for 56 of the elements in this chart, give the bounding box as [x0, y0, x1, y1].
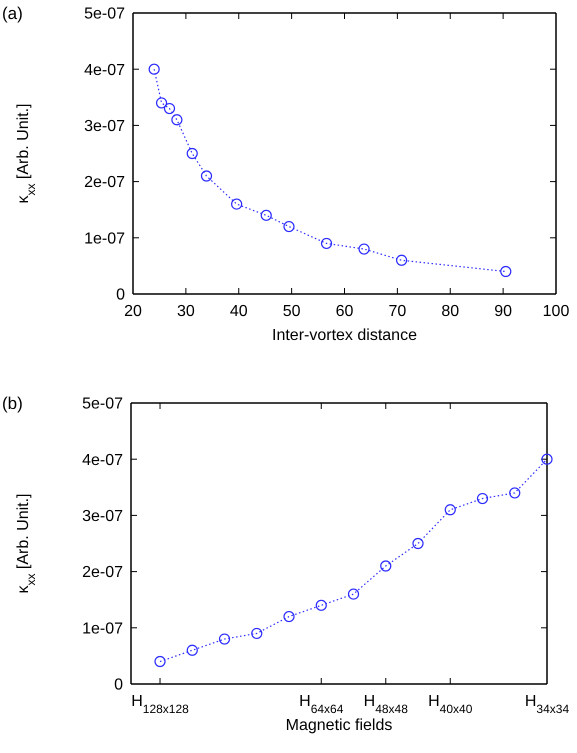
- point: [476, 492, 488, 504]
- point: [200, 170, 212, 182]
- point: [251, 628, 262, 640]
- x-tick-label: H$_{48x48}$: [364, 693, 408, 716]
- y-tick-label: 1e-07: [82, 620, 124, 638]
- point: [218, 633, 230, 645]
- point: [171, 114, 182, 126]
- x-tick-label: 40: [230, 303, 248, 320]
- x-tick-label: 20: [124, 303, 142, 320]
- y-tick-label: 2e-07: [82, 564, 124, 582]
- point: [260, 210, 272, 221]
- point: [186, 148, 198, 160]
- point: [444, 504, 456, 516]
- point: [186, 644, 198, 656]
- y-tick-label: 5e-07: [82, 396, 124, 413]
- point: [509, 487, 520, 499]
- x-tick-label: H$_{128x128}$: [131, 693, 190, 716]
- chart-title: (b): [2, 394, 23, 413]
- x-axis-title: Magnetic fields: [286, 717, 392, 734]
- point: [396, 254, 408, 266]
- x-tick-label: 80: [441, 303, 460, 320]
- y-tick-label: 4e-07: [82, 452, 124, 469]
- x-tick-label: 50: [282, 303, 301, 320]
- point: [380, 560, 392, 572]
- y-tick-label: 0: [116, 286, 126, 304]
- point: [283, 220, 295, 232]
- x-tick-label: H$_{34x34}$: [524, 693, 570, 716]
- y-tick-label: 3e-07: [82, 508, 124, 525]
- point: [164, 102, 176, 114]
- y-tick-label: 3e-07: [84, 118, 126, 135]
- y-tick-label: 2e-07: [84, 174, 126, 192]
- y-tick-label: 5e-07: [84, 6, 126, 23]
- chart-title: (a): [2, 4, 23, 23]
- y-tick-label: 4e-07: [84, 62, 126, 79]
- point: [358, 243, 370, 255]
- point: [500, 266, 512, 278]
- y-tick-label: 0: [114, 676, 124, 694]
- point: [412, 538, 424, 550]
- point: [154, 656, 166, 668]
- x-tick-label: H$_{40x40}$: [428, 693, 473, 716]
- point: [148, 64, 160, 75]
- x-tick-label: 70: [388, 303, 406, 320]
- x-tick-label: 100: [542, 303, 570, 320]
- x-axis-title: Inter-vortex distance: [272, 327, 418, 344]
- point: [316, 600, 327, 611]
- y-tick-label: 1e-07: [84, 230, 126, 248]
- x-tick-label: H$_{64x64}$: [299, 693, 344, 716]
- point: [283, 610, 295, 622]
- x-tick-label: 60: [336, 303, 354, 320]
- point: [231, 198, 242, 210]
- point: [156, 97, 168, 109]
- point: [320, 238, 332, 250]
- point: [348, 588, 360, 600]
- x-tick-label: 30: [176, 303, 195, 320]
- x-tick-label: 90: [494, 303, 512, 320]
- point: [541, 454, 553, 465]
